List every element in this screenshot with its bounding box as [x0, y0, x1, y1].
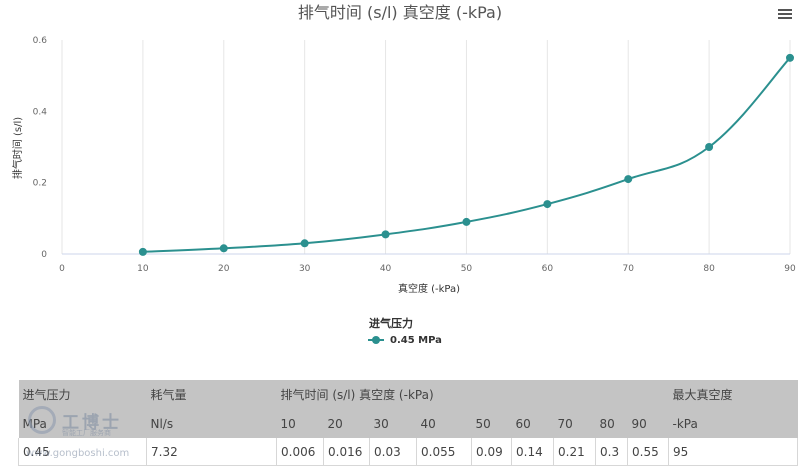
x-tick-label: 70 — [622, 264, 634, 274]
cell-time: 0.09 — [471, 438, 512, 466]
x-tick-label: 90 — [784, 264, 796, 274]
unit-max-vacuum: -kPa — [668, 409, 798, 438]
y-tick-label: 0 — [41, 250, 47, 260]
cell-pressure: 0.45 — [18, 438, 147, 466]
data-point — [462, 217, 471, 226]
legend-label: 0.45 MPa — [390, 334, 442, 346]
legend-item-series[interactable]: 0.45 MPa — [368, 333, 442, 347]
vacuum-level: 30 — [369, 409, 417, 438]
hamburger-icon-line — [778, 17, 792, 19]
data-point — [219, 244, 228, 253]
line-chart: 排气时间 (s/l) 真空度 (-kPa) 0 10 20 30 40 50 60 70 80 9… — [11, 3, 796, 295]
data-point — [543, 200, 552, 209]
cell-time: 0.016 — [323, 438, 370, 466]
data-point — [138, 247, 147, 256]
y-tick-label: 0.2 — [33, 179, 47, 189]
x-tick-label: 40 — [380, 264, 392, 274]
cell-consumption: 7.32 — [146, 438, 277, 466]
chart-menu-button[interactable] — [773, 3, 797, 25]
cell-time: 0.006 — [276, 438, 324, 466]
unit-pressure: MPa — [18, 409, 147, 438]
data-point — [786, 53, 794, 62]
table-header-row: 进气压力 耗气量 排气时间 (s/l) 真空度 (-kPa) 最大真空度 — [18, 380, 798, 409]
cell-time: 0.21 — [553, 438, 596, 466]
x-tick-label: 50 — [461, 264, 473, 274]
cell-time: 0.055 — [416, 438, 472, 466]
spec-table: 进气压力 耗气量 排气时间 (s/l) 真空度 (-kPa) 最大真空度 MPa… — [18, 380, 798, 466]
col-header-consumption: 耗气量 — [146, 380, 277, 409]
hamburger-icon — [778, 9, 792, 11]
x-axis-title: 真空度 (-kPa) — [398, 282, 460, 295]
vacuum-level: 60 — [511, 409, 554, 438]
x-tick-label: 20 — [218, 264, 230, 274]
vacuum-level: 10 — [276, 409, 324, 438]
col-header-pressure: 进气压力 — [18, 380, 147, 409]
y-tick-label: 0.4 — [33, 107, 48, 117]
vacuum-level: 90 — [627, 409, 669, 438]
chart-title: 排气时间 (s/l) 真空度 (-kPa) — [298, 3, 502, 22]
series-layer — [138, 53, 794, 256]
table-row: 0.45 7.32 0.006 0.016 0.03 0.055 0.09 0.… — [18, 438, 798, 466]
cell-time: 0.03 — [369, 438, 417, 466]
table-subheader-row: MPa Nl/s 10 20 30 40 50 60 70 80 90 -kPa — [18, 409, 798, 438]
grid-lines — [61, 40, 791, 254]
data-point — [300, 239, 309, 248]
data-point — [705, 143, 714, 151]
series-line — [142, 57, 791, 253]
unit-consumption: Nl/s — [146, 409, 277, 438]
x-tick-label: 80 — [703, 264, 715, 274]
x-tick-label: 30 — [299, 264, 311, 274]
col-header-max-vacuum: 最大真空度 — [668, 380, 798, 409]
data-point — [624, 175, 633, 184]
x-tick-label: 10 — [137, 264, 149, 274]
col-header-exhaust-time: 排气时间 (s/l) 真空度 (-kPa) — [276, 380, 669, 409]
y-axis-title: 排气时间 (s/l) — [11, 117, 24, 179]
legend-title: 进气压力 — [369, 317, 413, 330]
cell-time: 0.14 — [511, 438, 554, 466]
legend-marker-icon — [368, 335, 384, 345]
vacuum-level: 50 — [471, 409, 512, 438]
y-tick-label: 0.6 — [33, 36, 48, 46]
vacuum-level: 70 — [553, 409, 596, 438]
cell-time: 0.55 — [627, 438, 669, 466]
vacuum-level: 80 — [595, 409, 628, 438]
vacuum-level: 20 — [323, 409, 370, 438]
data-point — [381, 230, 390, 239]
cell-max-vacuum: 95 — [668, 438, 798, 466]
axes: 0 10 20 30 40 50 60 70 80 90 0 0.2 0.4 0.6 — [33, 36, 796, 274]
x-tick-label: 60 — [542, 264, 554, 274]
x-tick-label: 0 — [59, 264, 65, 274]
vacuum-level: 40 — [416, 409, 472, 438]
hamburger-icon-line — [778, 13, 792, 15]
cell-time: 0.3 — [595, 438, 628, 466]
